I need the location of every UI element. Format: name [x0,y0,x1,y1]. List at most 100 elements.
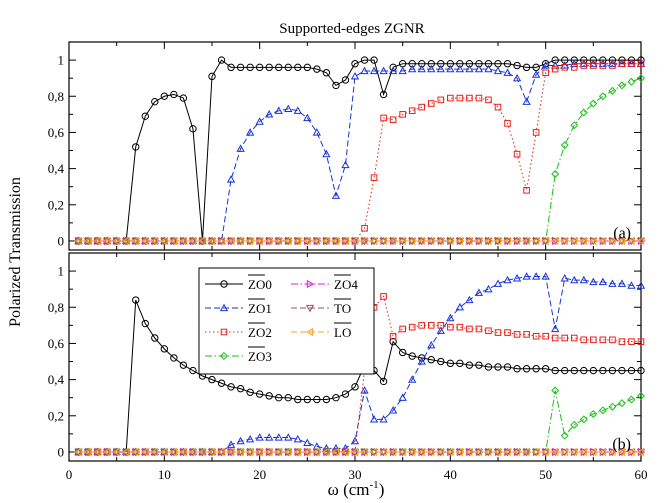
series-ZO2-a [75,60,645,245]
data-point-ZO0 [275,393,283,402]
data-point-ZO1 [493,279,503,287]
data-point-ZO1 [398,393,407,401]
data-point-ZO1 [512,273,522,282]
legend-entry-ZO3: ZO3 [205,346,272,364]
legend-label-LO: LO [334,325,351,340]
y-tick-label-b: 0,2 [48,408,64,423]
legend-entry-ZO4: ZO4 [291,274,358,292]
x-tick-label: 10 [158,467,171,482]
data-point-ZO0 [294,63,302,72]
data-point-LO [331,236,340,246]
data-point-ZO1 [503,275,512,284]
data-point-LO [608,447,616,457]
data-point-ZO0 [475,60,483,68]
data-point-ZO1 [617,279,627,287]
data-point-ZO0 [322,395,331,404]
legend-marker-LO [305,327,314,337]
data-point-LO [360,236,368,246]
data-point-LO [503,447,511,457]
data-point-ZO0 [427,356,435,364]
data-point-LO [369,236,378,246]
legend-marker-TO [305,304,315,313]
data-point-ZO0 [618,366,626,375]
data-point-ZO0 [170,354,178,362]
data-point-ZO1 [331,191,341,199]
data-point-ZO1 [408,375,417,383]
data-point-LO [293,236,301,246]
data-point-ZO2 [561,64,569,71]
data-point-LO [188,447,197,457]
data-point-LO [207,236,216,246]
data-point-ZO0 [522,365,531,373]
data-point-ZO2 [609,336,616,344]
data-point-ZO0 [427,60,435,68]
data-point-LO [179,236,187,246]
data-point-LO [198,236,206,246]
data-point-ZO0 [236,384,245,393]
data-point-ZO1 [284,433,293,441]
data-point-ZO0 [332,393,340,402]
series-ZO3-b [74,386,646,456]
data-point-ZO1 [379,415,388,423]
data-point-ZO1 [226,175,236,183]
data-point-LO [531,236,540,246]
data-point-ZO3 [636,74,646,83]
data-point-ZO1 [293,106,302,114]
data-point-ZO1 [265,433,274,441]
data-point-ZO1 [598,277,608,286]
data-point-LO [512,236,521,246]
data-point-LO [446,236,454,246]
data-point-ZO0 [389,337,397,346]
series-line-ZO2 [78,63,641,242]
data-point-ZO1 [226,440,236,448]
data-point-LO [560,447,568,457]
y-tick-label-a: 1 [58,53,65,68]
data-point-LO [350,236,359,246]
data-point-ZO2 [628,338,635,345]
data-point-LO [388,236,397,246]
data-point-ZO1 [541,272,550,280]
data-point-ZO1 [284,104,293,113]
data-point-ZO2 [427,100,435,107]
data-point-ZO0 [179,361,188,369]
data-point-ZO1 [360,66,369,75]
data-point-ZO1 [436,326,445,334]
data-point-ZO1 [446,64,455,73]
data-point-LO [207,447,216,457]
data-point-LO [245,236,254,246]
data-point-LO [493,447,502,457]
data-point-ZO0 [408,352,416,360]
data-point-ZO0 [179,94,188,102]
data-point-ZO1 [503,68,512,76]
data-point-LO [245,447,254,457]
legend-entry-LO: LO [291,322,352,340]
data-point-ZO0 [437,357,445,366]
data-point-LO [160,447,168,457]
data-point-LO [465,447,473,457]
data-point-ZO2 [389,332,397,340]
data-point-LO [522,447,530,457]
data-point-LO [93,447,101,457]
data-point-ZO0 [580,366,588,375]
panel-b: 0 10 20 30 40 50 60 0 0,2 0,4 0,6 0,8 1 (b) [48,252,648,482]
data-point-LO [503,236,511,246]
data-point-ZO2 [475,325,483,333]
y-tick-label-a: 0,4 [48,161,65,176]
data-point-ZO0 [132,143,140,151]
data-point-ZO0 [313,395,321,404]
data-point-LO [627,447,635,457]
x-axis-label-superscript: -1 [370,479,379,491]
data-point-LO [436,447,444,457]
data-point-ZO3 [627,77,636,86]
data-point-ZO2 [570,334,578,342]
data-point-ZO2 [513,331,521,338]
data-point-LO [255,236,263,246]
data-point-ZO1 [274,433,283,441]
data-point-LO [388,447,397,457]
data-point-ZO0 [608,366,617,375]
data-point-ZO0 [189,366,197,375]
data-point-ZO2 [380,114,387,122]
data-point-ZO0 [246,63,254,72]
data-point-ZO0 [465,361,474,369]
data-point-ZO1 [427,340,436,349]
